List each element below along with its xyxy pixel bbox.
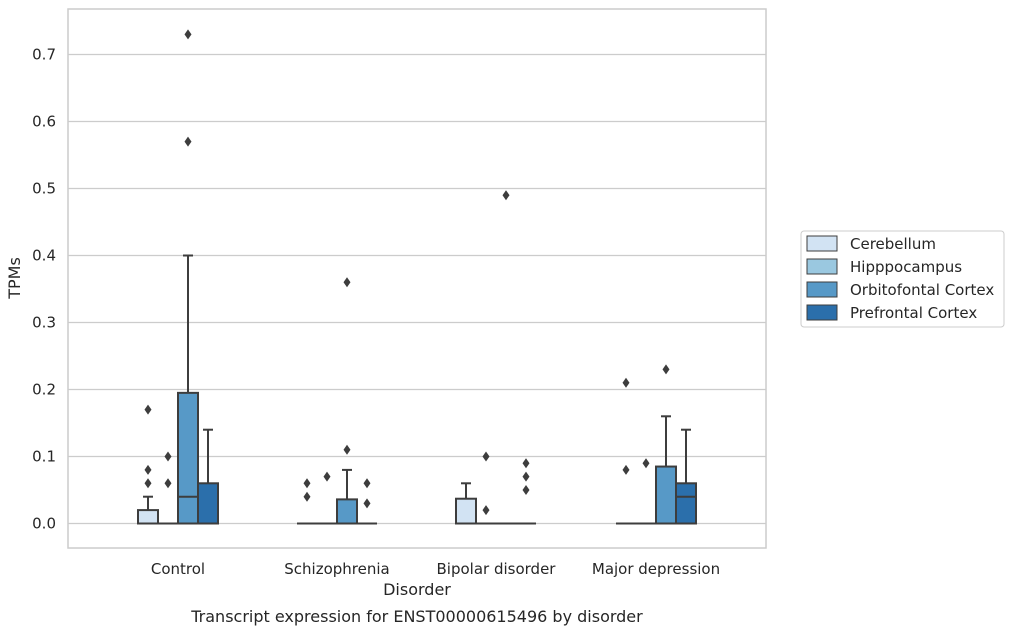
box-prefrontal-cortex xyxy=(197,428,219,525)
outlier-point xyxy=(144,404,152,415)
box-body xyxy=(197,482,219,525)
y-tick-label: 0.6 xyxy=(32,113,56,131)
box-cerebellum xyxy=(137,495,159,525)
outlier-point xyxy=(164,478,172,489)
y-tick-label: 0.7 xyxy=(32,46,56,64)
outliers xyxy=(144,29,670,516)
legend: Cerebellum Hipppocampus Orbitofontal Corte… xyxy=(800,230,1005,328)
outlier-point xyxy=(164,451,172,462)
y-tick-labels: 0.0 0.1 0.2 0.3 0.4 0.5 0.6 0.7 xyxy=(32,46,56,533)
legend-label: Cerebellum xyxy=(850,235,936,253)
legend-swatch xyxy=(806,258,838,275)
outlier-point xyxy=(144,464,152,475)
box-orbitofontal-cortex xyxy=(336,468,358,525)
outlier-point xyxy=(184,29,192,40)
x-axis-title: Disorder xyxy=(383,580,451,599)
box-prefrontal-cortex xyxy=(675,428,697,525)
outlier-point xyxy=(522,485,530,495)
box-orbitofontal-cortex xyxy=(177,254,199,525)
box-body xyxy=(655,465,677,525)
boxes xyxy=(137,254,697,525)
outlier-point xyxy=(343,277,351,288)
y-tick-label: 0.1 xyxy=(32,448,56,466)
outlier-point xyxy=(144,478,152,489)
outlier-point xyxy=(522,458,530,469)
legend-frame xyxy=(800,230,1005,328)
x-tick-label: Schizophrenia xyxy=(284,560,389,578)
box-body xyxy=(137,509,159,525)
x-tick-labels: Control Schizophrenia Bipolar disorder Majo… xyxy=(151,560,720,578)
x-tick-label: Major depression xyxy=(592,560,720,578)
x-tick-label: Control xyxy=(151,560,205,578)
y-tick-label: 0.4 xyxy=(32,247,56,265)
chart-caption: Transcript expression for ENST0000061549… xyxy=(190,607,643,626)
legend-swatch xyxy=(806,281,838,298)
legend-label: Prefrontal Cortex xyxy=(850,304,977,322)
y-tick-label: 0.0 xyxy=(32,515,56,533)
legend-label: Hipppocampus xyxy=(850,258,962,276)
outlier-point xyxy=(363,478,371,489)
outlier-point xyxy=(323,471,331,482)
outlier-point xyxy=(303,491,311,502)
outlier-point xyxy=(343,444,351,455)
box-body xyxy=(455,497,477,525)
y-tick-label: 0.3 xyxy=(32,314,56,332)
box-body xyxy=(336,498,358,525)
outlier-point xyxy=(622,377,630,388)
outlier-point xyxy=(184,136,192,147)
outlier-point xyxy=(363,498,371,509)
legend-label: Orbitofontal Cortex xyxy=(850,281,994,299)
outlier-point xyxy=(482,451,490,462)
outlier-point xyxy=(662,364,670,375)
outlier-point xyxy=(482,505,490,516)
outlier-point xyxy=(522,471,530,482)
y-tick-label: 0.2 xyxy=(32,381,56,399)
outlier-point xyxy=(502,190,510,201)
box-body xyxy=(177,391,199,525)
grid-lines xyxy=(68,53,766,525)
plot-frame xyxy=(67,8,767,549)
legend-swatch xyxy=(806,304,838,321)
outlier-point xyxy=(622,464,630,475)
y-tick-label: 0.5 xyxy=(32,180,56,198)
box-cerebellum xyxy=(455,482,477,525)
y-axis-title: TPMs xyxy=(5,257,24,300)
box-orbitofontal-cortex xyxy=(655,415,677,525)
legend-swatch xyxy=(806,235,838,252)
outlier-point xyxy=(642,458,650,469)
x-tick-label: Bipolar disorder xyxy=(437,560,557,578)
box-body xyxy=(675,482,697,525)
outlier-point xyxy=(303,478,311,489)
